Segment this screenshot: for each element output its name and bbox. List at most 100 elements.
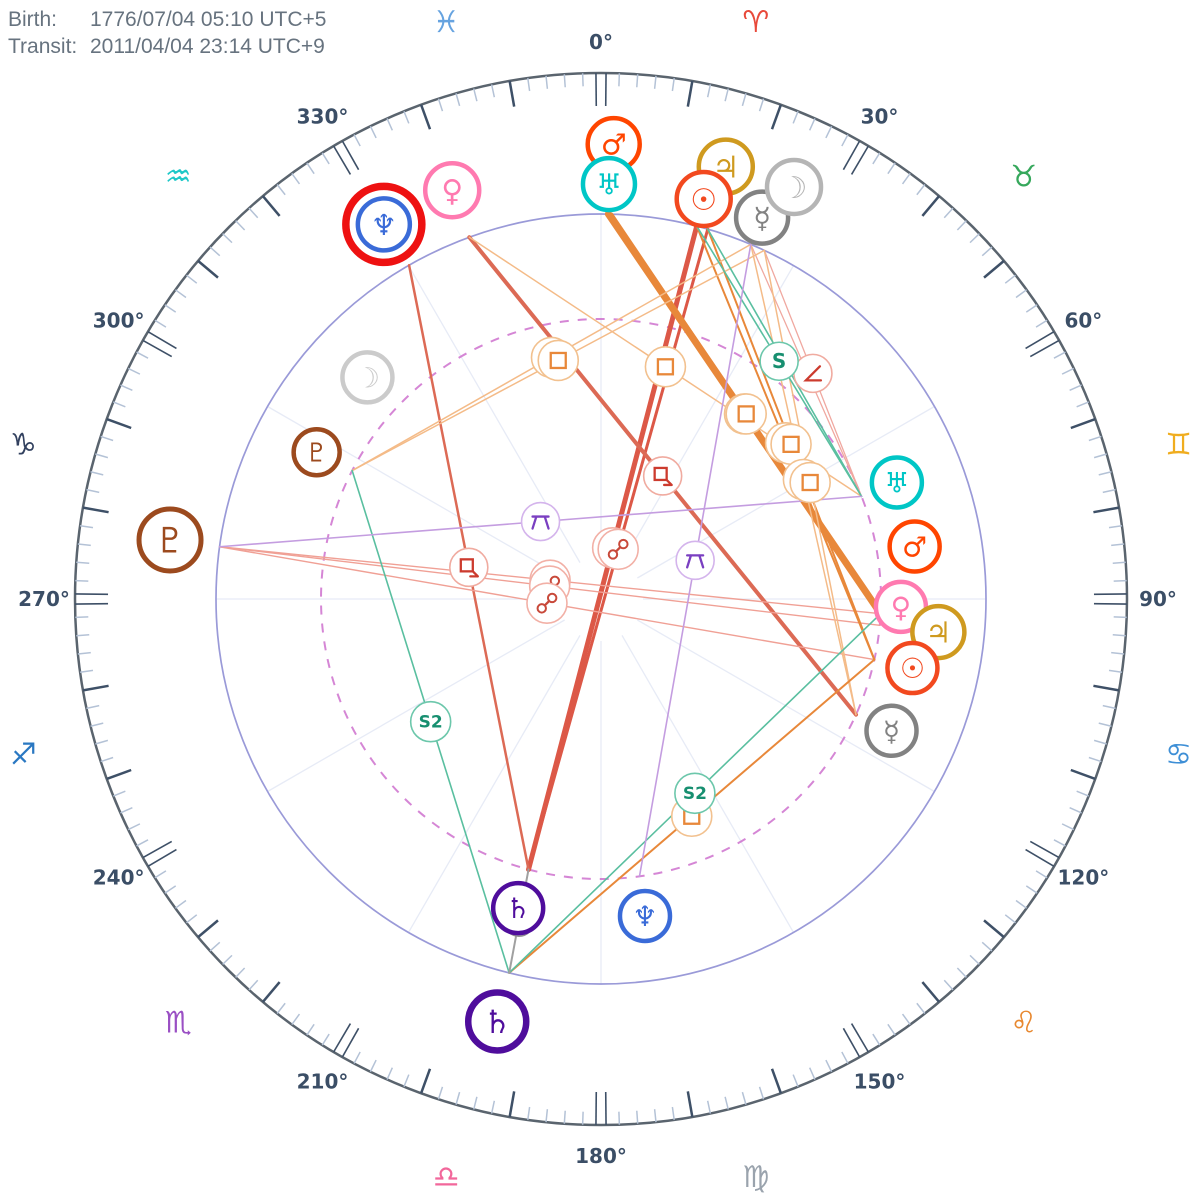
minor-tick <box>164 304 177 313</box>
degree-label-270: 270° <box>18 587 70 611</box>
planet-mercury-icon: ☿ <box>883 715 900 748</box>
planet-transit-neptune[interactable]: ♆ <box>342 182 426 267</box>
planet-transit-moon[interactable]: ☽ <box>764 157 824 217</box>
minor-tick <box>901 1013 911 1025</box>
sesquiquadrate-icon <box>663 479 673 487</box>
planet-neptune-icon: ♆ <box>371 208 397 242</box>
major-tick <box>686 1091 694 1118</box>
major-tick <box>686 80 694 107</box>
minor-tick <box>175 899 187 909</box>
sign-boundary-tick <box>1025 848 1055 868</box>
biseptile-label: S2 <box>419 713 443 733</box>
quincunx-icon <box>685 554 705 569</box>
major-tick <box>197 919 219 939</box>
minor-tick <box>981 246 993 257</box>
major-tick <box>508 80 516 107</box>
minor-tick <box>1053 839 1066 847</box>
minor-tick <box>1108 669 1122 673</box>
minor-tick <box>120 384 133 392</box>
planet-uranus-icon: ♅ <box>884 467 909 500</box>
aspect-marker-square <box>644 345 687 388</box>
aspect-marker-opposition <box>526 582 568 624</box>
birth-value: 1776/07/04 05:10 UTC+5 <box>90 8 327 31</box>
minor-tick <box>1035 319 1048 328</box>
planet-transit-uranus[interactable]: ♅ <box>580 155 638 213</box>
planet-natal-mars[interactable]: ♂ <box>887 519 942 574</box>
planet-natal-sun[interactable]: ☉ <box>885 640 940 696</box>
aspect-marker-semisquare <box>793 353 833 394</box>
minor-tick <box>77 651 91 655</box>
sesquiquadrate-icon <box>469 570 479 578</box>
planet-natal-mercury[interactable]: ☿ <box>864 703 919 759</box>
minor-tick <box>222 233 233 244</box>
planet-circle <box>674 169 733 229</box>
minor-tick <box>981 941 993 952</box>
sign-virgo-icon: ♍ <box>742 1160 769 1195</box>
minor-tick <box>76 561 90 564</box>
minor-tick <box>1076 790 1089 797</box>
planet-circle <box>464 989 530 1054</box>
transit-label: Transit: <box>8 35 78 58</box>
degree-label-240: 240° <box>93 866 145 890</box>
minor-tick <box>1015 899 1027 909</box>
degree-label-210: 210° <box>297 1069 349 1093</box>
aspect-marker-ring <box>449 547 489 588</box>
transit-anchor-circle <box>215 213 987 985</box>
minor-tick <box>90 471 104 476</box>
minor-tick <box>386 1067 394 1080</box>
sign-gemini-icon: ♊ <box>1165 428 1192 463</box>
planet-natal-neptune[interactable]: ♆ <box>617 888 673 944</box>
aspect-markers: S2 S2 S <box>409 336 833 937</box>
minor-tick <box>306 162 315 175</box>
zodiac-signs: ♈ ♉ ♊ ♋ ♌ ♍ ♎ ♏ ♐ ♑ ♒ ♓ <box>10 5 1192 1195</box>
minor-tick <box>841 134 849 147</box>
minor-tick <box>437 1086 444 1100</box>
aspect-marker-ring <box>725 393 767 435</box>
minor-tick <box>1069 384 1082 392</box>
minor-tick <box>671 1106 675 1120</box>
planet-natal-saturn[interactable]: ♄ <box>490 880 546 936</box>
aspect-marker-ring <box>409 700 452 743</box>
minor-tick <box>1061 367 1075 375</box>
planet-transit-pluto[interactable]: ♇ <box>136 506 204 574</box>
minor-tick <box>527 1106 531 1120</box>
minor-tick <box>901 173 911 185</box>
minor-tick <box>872 152 881 165</box>
minor-tick <box>808 1067 816 1080</box>
major-tick <box>419 104 432 130</box>
planet-transit-saturn[interactable]: ♄ <box>464 989 530 1054</box>
sesquiquadrate-icon <box>459 558 474 573</box>
minor-tick <box>1111 651 1125 655</box>
planet-neptune-icon: ♆ <box>632 900 657 933</box>
opposition-icon <box>607 549 619 560</box>
major-tick <box>1093 684 1120 692</box>
minor-tick <box>916 1002 926 1014</box>
planet-natal-uranus[interactable]: ♅ <box>869 455 925 510</box>
minor-tick <box>113 790 126 797</box>
aspect-marker-ring <box>759 341 799 382</box>
degree-tick-ring <box>73 71 1129 1127</box>
minor-tick <box>455 93 461 107</box>
sign-boundary-tick <box>332 145 352 175</box>
degree-label-300: 300° <box>93 309 145 333</box>
planet-natal-pluto[interactable]: ♇ <box>291 426 342 478</box>
minor-tick <box>386 118 394 131</box>
house-line <box>267 619 565 793</box>
planet-transit-venus[interactable]: ♀ <box>422 160 482 220</box>
planet-mars-icon: ♂ <box>601 128 627 162</box>
planet-transit-sun[interactable]: ☉ <box>674 169 733 229</box>
aspect-marker-ring <box>675 540 715 581</box>
square-icon <box>549 351 567 370</box>
aspect-marker-square <box>537 339 580 382</box>
minor-tick <box>1076 401 1089 408</box>
aspect-marker-square <box>789 461 831 504</box>
planet-natal-moon[interactable]: ☽ <box>340 350 395 405</box>
sign-boundary-tick <box>842 1027 861 1058</box>
minor-tick <box>1025 885 1038 894</box>
minor-tick <box>969 233 980 244</box>
minor-tick <box>369 1059 377 1073</box>
sign-boundary-tick <box>850 1023 870 1053</box>
degree-label-150: 150° <box>854 1069 906 1093</box>
planet-circle <box>887 519 942 574</box>
